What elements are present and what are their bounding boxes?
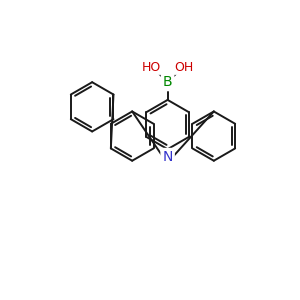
Text: N: N (162, 150, 173, 164)
Text: OH: OH (175, 61, 194, 74)
Text: B: B (163, 75, 172, 89)
Text: HO: HO (141, 61, 160, 74)
